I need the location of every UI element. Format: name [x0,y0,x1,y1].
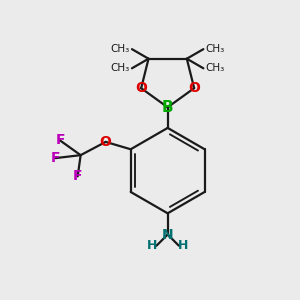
Text: CH₃: CH₃ [110,44,130,54]
Text: CH₃: CH₃ [206,63,225,73]
Text: N: N [162,227,173,242]
Text: H: H [147,239,157,252]
Text: F: F [55,134,65,147]
Text: O: O [135,81,147,95]
Text: O: O [100,135,112,149]
Text: H: H [178,239,188,252]
Text: O: O [188,81,200,95]
Text: B: B [162,100,173,115]
Text: F: F [51,151,60,165]
Text: CH₃: CH₃ [206,44,225,54]
Text: CH₃: CH₃ [110,63,130,73]
Text: F: F [73,169,82,183]
